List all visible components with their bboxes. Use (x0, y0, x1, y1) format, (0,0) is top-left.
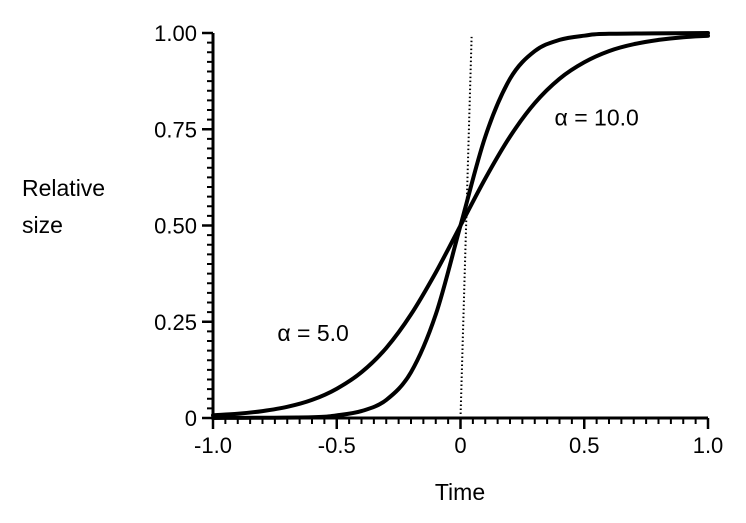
x-axis-title: Time (435, 479, 485, 505)
y-axis-title-line-2: size (22, 212, 63, 238)
curve-annotation: α = 10.0 (555, 104, 639, 130)
x-tick-label: 0.5 (569, 433, 600, 458)
x-tick-label: 0 (454, 433, 466, 458)
reference-dotted-line (459, 36, 473, 419)
tick-labels: 0 0.25 0.50 0.75 1.00 -1.0 -0.5 0 0.5 1.0 (154, 21, 723, 458)
y-tick-label: 0.75 (154, 117, 197, 142)
annotations: α = 5.0 α = 10.0 (277, 104, 638, 346)
curve-annotation: α = 5.0 (277, 320, 348, 346)
series-group (211, 31, 710, 420)
y-tick-label: 0.50 (154, 214, 197, 239)
y-tick-label: 0.25 (154, 310, 197, 335)
y-axis-title-line-1: Relative (22, 175, 105, 201)
x-tick-label: 1.0 (693, 433, 724, 458)
y-tick-label: 1.00 (154, 21, 197, 46)
ticks (202, 31, 710, 429)
series-line-1 (211, 31, 710, 420)
x-tick-label: -0.5 (318, 433, 356, 458)
x-tick-label: -1.0 (194, 433, 232, 458)
y-tick-label: 0 (185, 406, 197, 431)
